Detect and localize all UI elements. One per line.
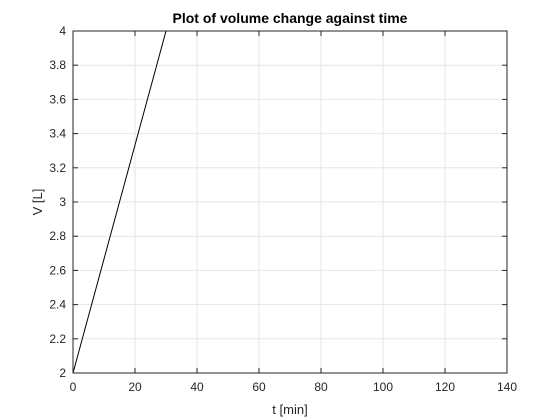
y-tick-label: 3.4 (49, 127, 66, 141)
grid-layer (73, 31, 507, 373)
x-tick-label: 100 (373, 380, 393, 394)
chart-title: Plot of volume change against time (173, 10, 408, 26)
y-tick-label: 3.6 (49, 92, 66, 106)
y-tick-labels: 2 2.2 2.4 2.6 2.8 3 3.2 3.4 3.6 3.8 4 (49, 24, 66, 380)
x-tick-label: 0 (70, 380, 77, 394)
plot-box (72, 30, 508, 374)
y-tick-label: 2.6 (49, 263, 66, 277)
y-tick-label: 3.8 (49, 58, 66, 72)
x-tick-label: 120 (435, 380, 455, 394)
y-tick-label: 2.2 (49, 332, 66, 346)
x-tick-label: 80 (314, 380, 328, 394)
x-axis-label: t [min] (272, 402, 307, 417)
y-tick-label: 2 (59, 366, 66, 380)
x-tick-labels: 0 20 40 60 80 100 120 140 (70, 380, 518, 394)
x-tick-label: 60 (252, 380, 266, 394)
x-tick-label: 20 (128, 380, 142, 394)
x-tick-label: 40 (190, 380, 204, 394)
y-tick-label: 2.8 (49, 229, 66, 243)
y-axis-label: V [L] (30, 189, 45, 216)
y-tick-label: 4 (59, 24, 66, 38)
y-tick-label: 3.2 (49, 161, 66, 175)
x-tick-label: 140 (497, 380, 517, 394)
y-tick-label: 3 (59, 195, 66, 209)
y-tick-label: 2.4 (49, 298, 66, 312)
